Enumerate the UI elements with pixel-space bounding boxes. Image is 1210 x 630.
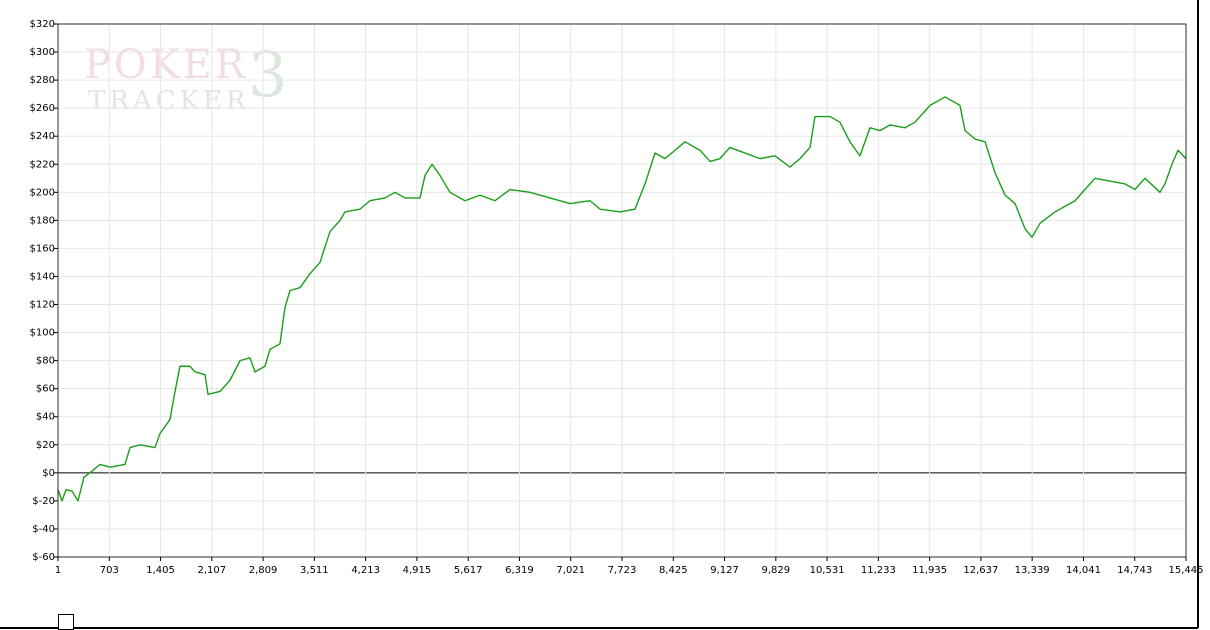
y-tick-label: $-20: [32, 496, 55, 507]
x-tick-label: 9,829: [761, 565, 790, 576]
y-tick-label: $300: [30, 47, 55, 58]
y-tick-label: $320: [30, 19, 55, 30]
y-tick-label: $180: [30, 215, 55, 226]
checkbox[interactable]: [58, 614, 74, 630]
x-tick-label: 2,809: [249, 565, 278, 576]
y-tick-label: $220: [30, 159, 55, 170]
plot-frame: [57, 23, 1187, 558]
y-tick-label: $140: [30, 271, 55, 282]
x-tick-label: 4,915: [403, 565, 432, 576]
x-tick-label: 7,021: [556, 565, 585, 576]
watermark-top: POKER: [84, 42, 248, 88]
x-tick-label: 14,041: [1066, 565, 1101, 576]
y-tick-label: $-60: [32, 552, 55, 563]
y-tick-label: $0: [42, 468, 55, 479]
y-tick-label: $260: [30, 103, 55, 114]
y-tick-label: $100: [30, 328, 55, 339]
y-tick-label: $20: [36, 440, 55, 451]
y-tick-label: $120: [30, 300, 55, 311]
watermark-badge: 3: [248, 38, 287, 111]
x-tick-label: 14,743: [1117, 565, 1152, 576]
x-tick-label: 703: [100, 565, 119, 576]
grid: [54, 23, 1187, 561]
series-line: [57, 96, 1187, 502]
x-tick-label: 7,723: [608, 565, 637, 576]
x-tick-label: 8,425: [659, 565, 688, 576]
x-tick-label: 1,405: [146, 565, 175, 576]
y-tick-label: $-40: [32, 524, 55, 535]
x-tick-label: 9,127: [710, 565, 739, 576]
watermark-bottom: TRACKER: [88, 86, 250, 116]
x-tick-label: 1: [55, 565, 61, 576]
x-tick-label: 11,233: [861, 565, 896, 576]
y-tick-label: $80: [36, 356, 55, 367]
x-tick-label: 13,339: [1015, 565, 1050, 576]
x-tick-label: 2,107: [197, 565, 226, 576]
x-tick-label: 6,319: [505, 565, 534, 576]
x-tick-label: 15,445: [1169, 565, 1204, 576]
x-tick-label: 11,935: [912, 565, 947, 576]
plot: [57, 96, 1187, 502]
y-tick-label: $60: [36, 384, 55, 395]
x-tick-label: 3,511: [300, 565, 329, 576]
x-tick-label: 12,637: [963, 565, 998, 576]
y-tick-label: $160: [30, 243, 55, 254]
x-tick-label: 4,213: [351, 565, 380, 576]
x-tick-label: 10,531: [810, 565, 845, 576]
y-tick-label: $240: [30, 131, 55, 142]
y-tick-label: $40: [36, 412, 55, 423]
y-tick-label: $200: [30, 187, 55, 198]
y-tick-label: $280: [30, 75, 55, 86]
x-tick-label: 5,617: [454, 565, 483, 576]
